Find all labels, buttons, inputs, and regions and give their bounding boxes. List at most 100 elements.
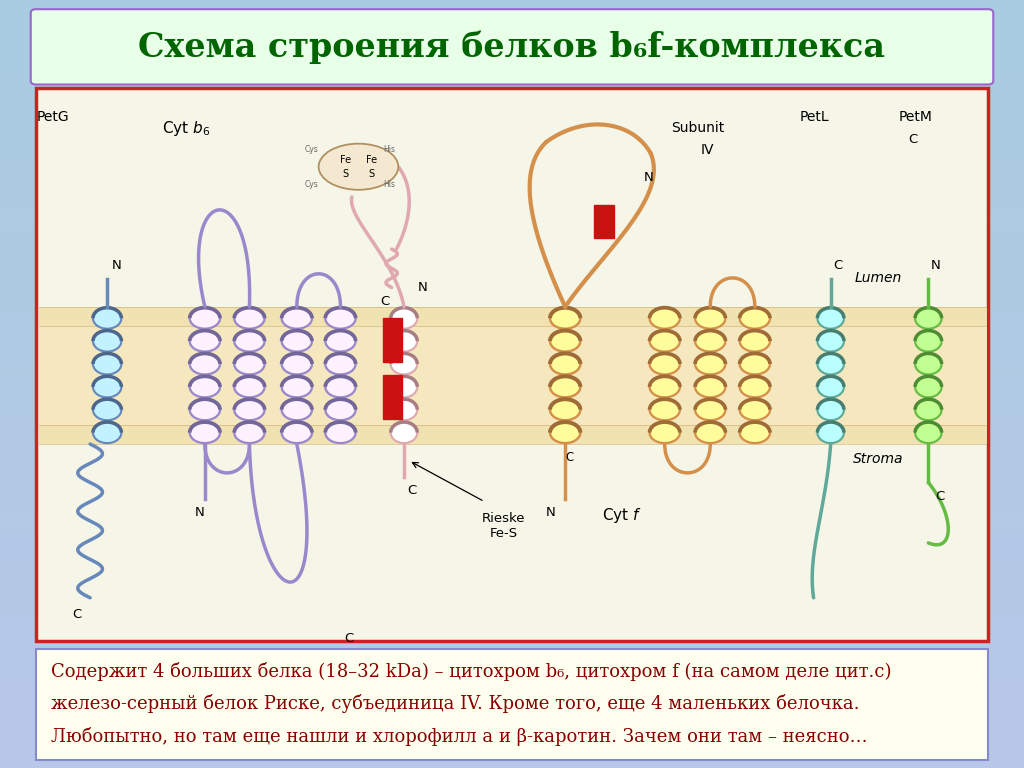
Bar (0, 58, 1024, 61)
Bar (0, 710, 1024, 714)
Ellipse shape (649, 353, 680, 375)
Bar (0, 518, 1024, 522)
Bar (0, 4, 1024, 8)
Bar (0, 553, 1024, 557)
Bar (0, 307, 1024, 311)
Bar (0, 27, 1024, 31)
Bar (0, 257, 1024, 261)
Text: C: C (380, 295, 390, 308)
Bar (0, 154, 1024, 157)
Ellipse shape (817, 330, 844, 352)
Bar (0, 369, 1024, 372)
Ellipse shape (189, 330, 220, 352)
Bar (0, 300, 1024, 303)
Ellipse shape (326, 399, 355, 420)
Text: N: N (546, 506, 556, 519)
Bar (0, 200, 1024, 204)
Ellipse shape (695, 399, 725, 420)
Bar (0, 561, 1024, 564)
Text: железо-серный белок Риске, субъединица IV. Кроме того, еще 4 маленьких белочка.: железо-серный белок Риске, субъединица I… (51, 694, 860, 713)
Bar (0, 664, 1024, 668)
Ellipse shape (234, 376, 264, 397)
Bar (0, 476, 1024, 480)
Ellipse shape (282, 399, 312, 420)
Text: Stroma: Stroma (853, 452, 903, 466)
Ellipse shape (817, 353, 844, 375)
Bar (0, 687, 1024, 691)
Bar (0, 23, 1024, 27)
Bar (0, 338, 1024, 342)
Bar (0, 188, 1024, 192)
Bar (0, 549, 1024, 553)
Bar (0, 365, 1024, 369)
Bar (0, 449, 1024, 453)
Bar (0, 672, 1024, 676)
Bar (0, 104, 1024, 108)
Text: C: C (566, 452, 574, 465)
Bar (0, 511, 1024, 515)
Bar (0, 557, 1024, 561)
Bar (0, 227, 1024, 230)
Bar (0, 607, 1024, 611)
Bar (0, 595, 1024, 599)
Bar (0, 134, 1024, 138)
Ellipse shape (739, 330, 770, 352)
Text: IV: IV (700, 144, 714, 157)
Bar (0, 250, 1024, 253)
Bar (39, 326, 987, 425)
Bar (0, 342, 1024, 346)
Bar (0, 184, 1024, 188)
Bar (0, 100, 1024, 104)
Bar (0, 69, 1024, 73)
Ellipse shape (391, 376, 417, 397)
Bar (0, 392, 1024, 396)
Text: N: N (931, 259, 941, 272)
Bar (0, 645, 1024, 649)
Ellipse shape (915, 399, 942, 420)
Bar (0, 284, 1024, 288)
Bar (0, 108, 1024, 111)
Bar (0, 88, 1024, 92)
Text: Fe: Fe (340, 155, 351, 165)
Text: PetG: PetG (37, 111, 70, 124)
Bar (0, 42, 1024, 46)
Bar (383, 376, 402, 419)
Bar (0, 0, 1024, 4)
Bar (0, 753, 1024, 756)
Text: Содержит 4 больших белка (18–32 kDa) – цитохром b₆, цитохром f (на самом деле ци: Содержит 4 больших белка (18–32 kDa) – ц… (51, 662, 892, 681)
Bar (0, 707, 1024, 710)
Bar (0, 534, 1024, 538)
Ellipse shape (282, 330, 312, 352)
Bar (0, 349, 1024, 353)
Text: C: C (407, 484, 416, 497)
Ellipse shape (817, 308, 844, 329)
Bar (0, 138, 1024, 142)
Text: His: His (383, 180, 395, 189)
Bar (0, 238, 1024, 242)
Bar (0, 54, 1024, 58)
Ellipse shape (326, 422, 355, 443)
Bar (0, 303, 1024, 307)
Bar (0, 146, 1024, 150)
Ellipse shape (391, 422, 417, 443)
Bar (0, 127, 1024, 131)
Text: N: N (644, 171, 653, 184)
Bar (0, 361, 1024, 365)
Bar (0, 388, 1024, 392)
Bar (0, 419, 1024, 422)
Bar (0, 545, 1024, 549)
Ellipse shape (695, 353, 725, 375)
Bar (0, 334, 1024, 338)
Bar (0, 515, 1024, 518)
Ellipse shape (915, 308, 942, 329)
Bar (0, 676, 1024, 680)
Bar (0, 376, 1024, 380)
Text: Cys: Cys (304, 144, 317, 154)
Bar (0, 503, 1024, 507)
Bar (0, 426, 1024, 430)
Bar (0, 722, 1024, 726)
Ellipse shape (739, 422, 770, 443)
Text: N: N (418, 281, 428, 294)
Ellipse shape (234, 308, 264, 329)
FancyBboxPatch shape (36, 88, 988, 641)
